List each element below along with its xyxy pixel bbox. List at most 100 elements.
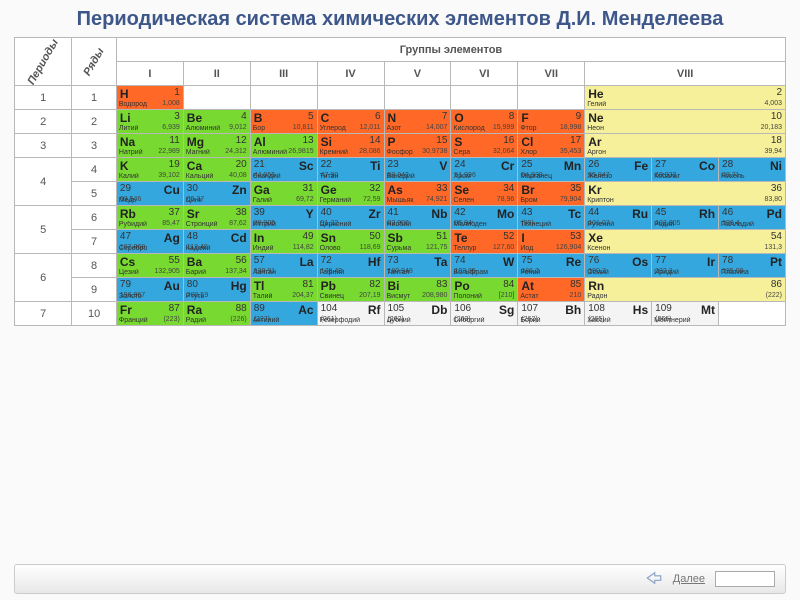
element-cell: Sb51121,75Сурьма: [384, 230, 451, 254]
element-symbol: Ga: [254, 184, 270, 196]
period-cell: 1: [15, 86, 72, 110]
element-symbol: O: [454, 112, 463, 124]
element-symbol: Rn: [588, 280, 604, 292]
element-name: Сера: [453, 149, 515, 156]
element-cell: Cd48112,40Кадмий: [183, 230, 250, 254]
element-symbol: Ar: [588, 136, 601, 148]
element-number: 75: [521, 256, 532, 266]
element-number: 108: [588, 304, 605, 314]
header-groups: Группы элементов: [116, 38, 785, 62]
element-cell: Cs55132,905Цезий: [116, 254, 183, 278]
element-name: Тантал: [387, 269, 449, 276]
element-number: 78: [722, 256, 733, 266]
element-number: 83: [436, 280, 447, 290]
element-number: 55: [169, 256, 180, 266]
element-number: 77: [655, 256, 666, 266]
element-symbol: Ra: [187, 304, 202, 316]
element-cell: O815,999Кислород: [451, 110, 518, 134]
element-cell: Tc43(99)Технеций: [518, 206, 585, 230]
element-cell: Rn86(222)Радон: [585, 278, 786, 302]
element-number: 11: [169, 136, 179, 146]
element-cell: Ca2040,08Кальций: [183, 158, 250, 182]
element-name: Хлор: [520, 149, 582, 156]
element-cell: Ar1839,94Аргон: [585, 134, 786, 158]
element-cell: Hs108(265)Хассий: [585, 302, 652, 326]
group-header: IV: [317, 62, 384, 86]
element-number: 40: [321, 208, 332, 218]
element-symbol: Tc: [568, 208, 581, 220]
element-name: Технеций: [520, 221, 582, 228]
element-symbol: Fe: [634, 160, 648, 172]
period-cell: 4: [15, 158, 72, 206]
element-symbol: Pt: [770, 256, 782, 268]
element-name: Родий: [654, 221, 716, 228]
element-symbol: Pb: [321, 280, 336, 292]
element-cell: V2350,942Ванадий: [384, 158, 451, 182]
element-number: 47: [120, 232, 131, 242]
element-symbol: H: [120, 88, 129, 100]
element-symbol: Au: [164, 280, 180, 292]
element-symbol: Ba: [187, 256, 202, 268]
empty-cell: [518, 86, 585, 110]
element-cell: Na1122,989Натрий: [116, 134, 183, 158]
element-symbol: Mg: [187, 136, 204, 148]
element-symbol: Ca: [187, 160, 202, 172]
element-cell: As3374,921Мышьяк: [384, 182, 451, 206]
element-name: Мышьяк: [387, 197, 449, 204]
element-name: Фтор: [520, 125, 582, 132]
page-input[interactable]: [715, 571, 775, 587]
element-number: 79: [120, 280, 131, 290]
element-symbol: Zn: [232, 184, 247, 196]
element-number: 74: [454, 256, 465, 266]
element-number: 54: [771, 232, 782, 242]
element-name: Алюминий: [253, 149, 315, 156]
element-symbol: Rh: [699, 208, 715, 220]
footer-bar: Далее: [14, 564, 786, 594]
element-number: 105: [388, 304, 405, 314]
element-cell: Zn3065,37Цинк: [183, 182, 250, 206]
element-name: Галий: [253, 197, 315, 204]
element-number: 50: [369, 232, 380, 242]
element-name: Кремний: [320, 149, 382, 156]
element-number: 4: [241, 112, 247, 122]
element-number: 46: [722, 208, 733, 218]
element-symbol: K: [120, 160, 129, 172]
element-number: 14: [369, 136, 380, 146]
period-cell: 2: [15, 110, 72, 134]
empty-cell: [250, 86, 317, 110]
element-number: 22: [321, 160, 332, 170]
element-cell: Ti2247,90Титан: [317, 158, 384, 182]
element-number: 84: [503, 280, 514, 290]
element-symbol: At: [521, 280, 534, 292]
element-name: Медь: [119, 197, 181, 204]
element-number: 32: [369, 184, 380, 194]
element-name: Резерфодий: [320, 317, 382, 324]
element-name: Железо: [587, 173, 649, 180]
header-rows: Ряды: [72, 38, 117, 86]
element-symbol: W: [503, 256, 514, 268]
element-number: 3: [174, 112, 180, 122]
element-name: Иод: [520, 245, 582, 252]
element-cell: Ac89(227)Актиний: [250, 302, 317, 326]
element-symbol: I: [521, 232, 524, 244]
element-symbol: Ni: [770, 160, 782, 172]
element-cell: Ne1020,183Неон: [585, 110, 786, 134]
element-symbol: As: [388, 184, 403, 196]
element-number: 42: [454, 208, 465, 218]
next-button[interactable]: Далее: [673, 573, 705, 585]
element-symbol: Rf: [368, 304, 381, 316]
element-name: Свинец: [320, 293, 382, 300]
element-cell: Ta73180,948Тантал: [384, 254, 451, 278]
element-symbol: Kr: [588, 184, 601, 196]
element-number: 15: [436, 136, 447, 146]
element-number: 41: [388, 208, 399, 218]
element-cell: Hg80200,59Ртуть: [183, 278, 250, 302]
element-name: Цирконий: [320, 221, 382, 228]
element-number: 35: [570, 184, 581, 194]
element-cell: Pt78195,09Платина: [719, 254, 786, 278]
row-cell: 8: [72, 254, 117, 278]
element-cell: Cl1735,453Хлор: [518, 134, 585, 158]
back-icon[interactable]: [645, 569, 663, 590]
element-cell: Ba56137,34Барий: [183, 254, 250, 278]
element-number: 81: [302, 280, 313, 290]
